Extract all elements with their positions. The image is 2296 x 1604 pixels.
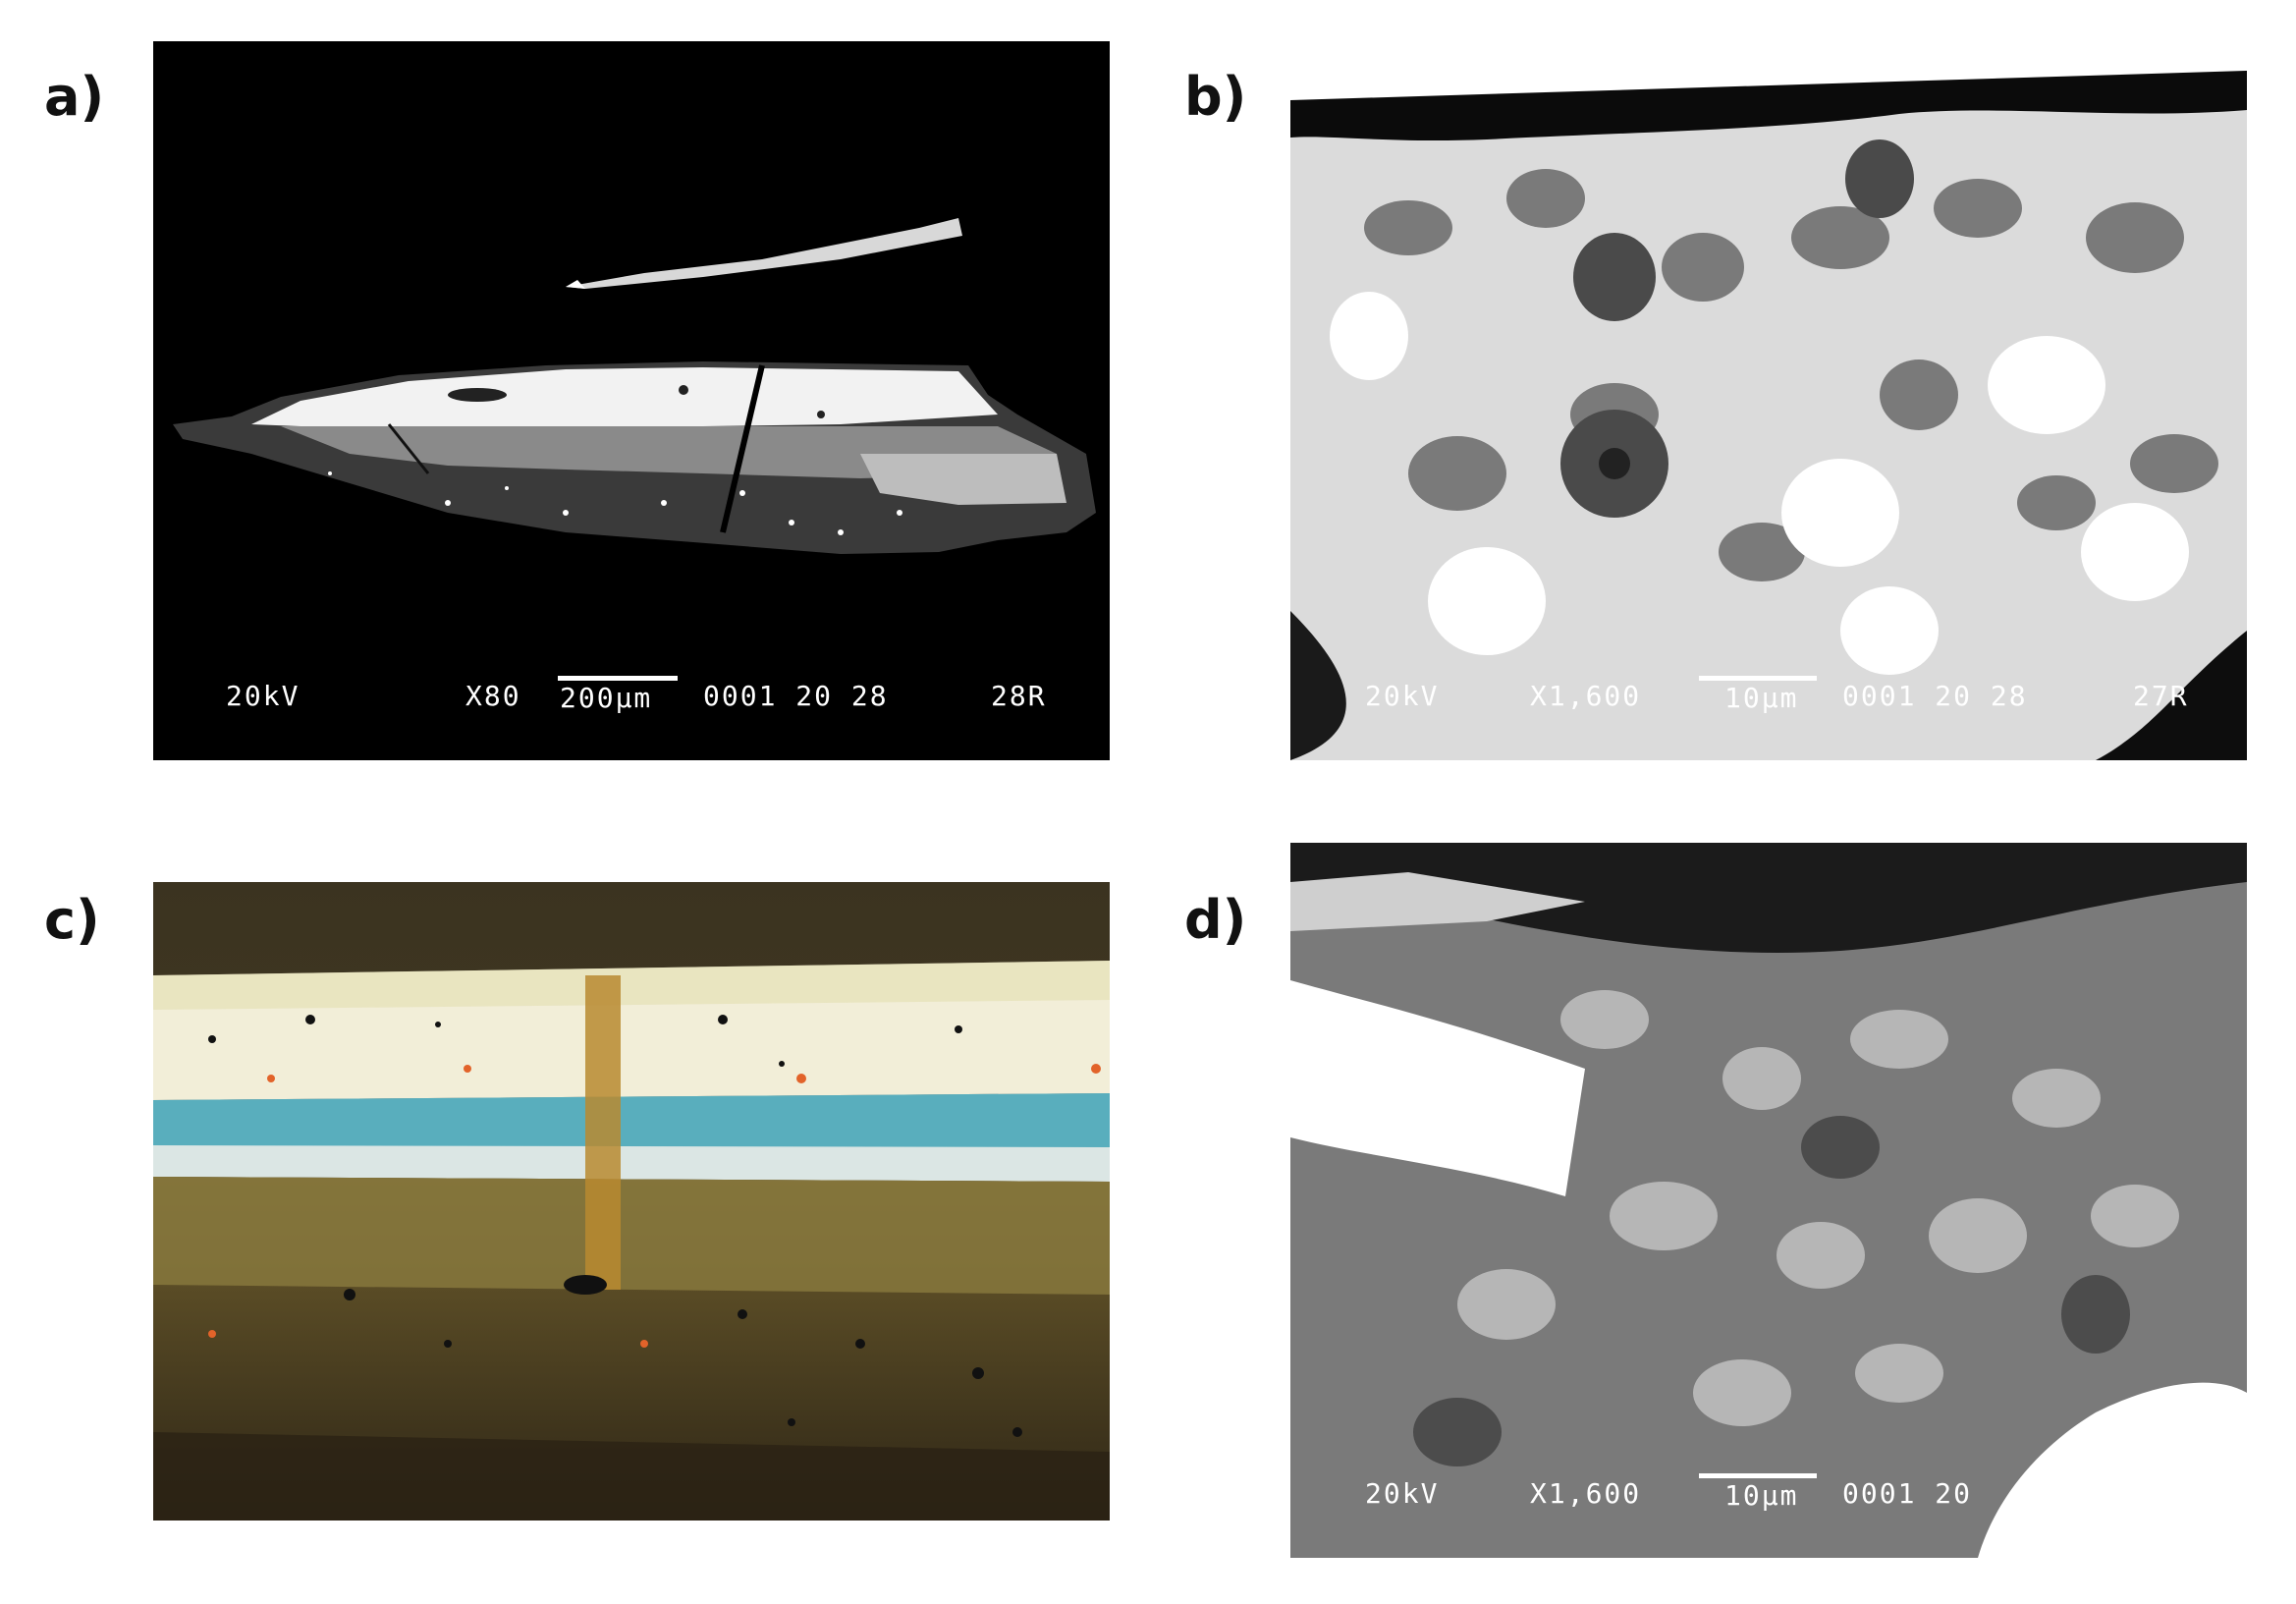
sem-magnification-d: X1,600: [1530, 1477, 1642, 1510]
optical-image-c: [153, 882, 1110, 1521]
sem-sample-a-graphic: [153, 41, 1110, 760]
sem-scale-b: 10µm: [1724, 682, 1799, 714]
sem-voltage-d: 20kV: [1365, 1477, 1440, 1510]
sem-voltage-b: 20kV: [1365, 680, 1440, 712]
sem-texture-d-graphic: [1290, 843, 2247, 1558]
sem-image-d: 20kV X1,600 10µm 0001 20: [1290, 843, 2247, 1558]
sem-code-d: 0001 20: [1842, 1477, 1973, 1510]
sem-texture-b-graphic: [1290, 41, 2247, 760]
scale-bar-d: [1699, 1473, 1817, 1478]
optical-layers-c-graphic: [153, 882, 1110, 1521]
sem-id-a: 28R: [991, 680, 1047, 712]
panel-label-d: d): [1184, 889, 1247, 951]
sem-image-a: 20kV X80 200µm 0001 20 28 28R: [153, 41, 1110, 760]
sem-code-b: 0001 20 28: [1842, 680, 2028, 712]
scale-bar-b: [1699, 676, 1817, 681]
sem-magnification-a: X80: [465, 680, 521, 712]
sem-magnification-b: X1,600: [1530, 680, 1642, 712]
sem-code-a: 0001 20 28: [703, 680, 889, 712]
sem-scale-a: 200µm: [560, 682, 653, 714]
panel-label-b: b): [1184, 66, 1247, 128]
scale-bar-a: [558, 676, 678, 681]
sem-id-b: 27R: [2133, 680, 2189, 712]
sem-image-b: 20kV X1,600 10µm 0001 20 28 27R: [1290, 41, 2247, 760]
sem-voltage-a: 20kV: [226, 680, 301, 712]
sem-scale-d: 10µm: [1724, 1479, 1799, 1512]
panel-label-c: c): [44, 889, 100, 951]
panel-label-a: a): [44, 66, 105, 128]
